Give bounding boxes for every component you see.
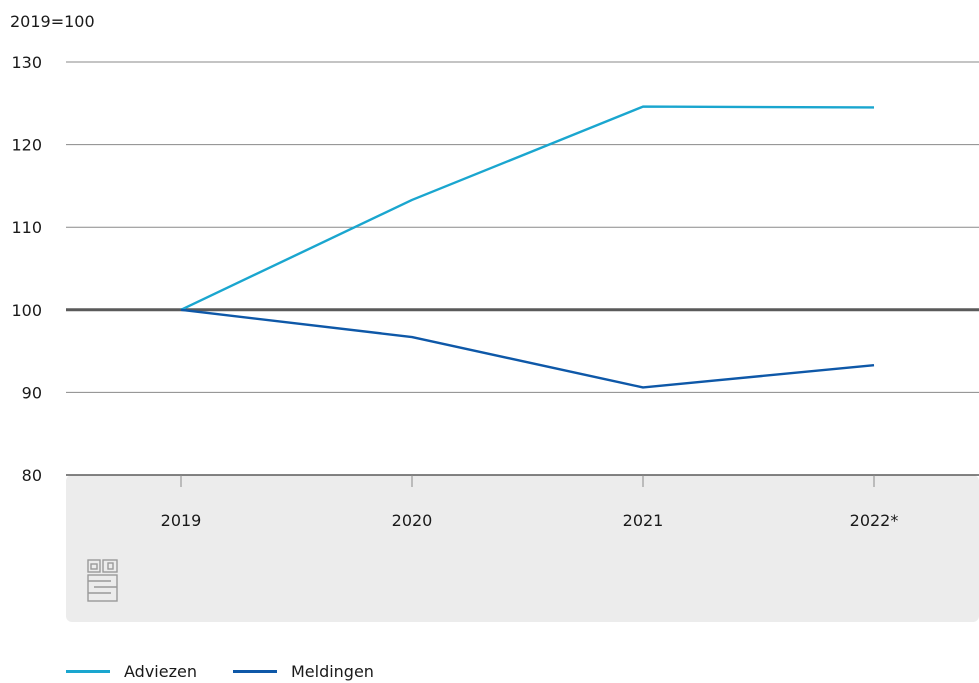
legend-item-adviezen: Adviezen bbox=[66, 662, 197, 681]
x-axis-panel bbox=[66, 475, 979, 622]
x-tick-label: 2019 bbox=[161, 511, 202, 530]
cbs-logo-icon bbox=[87, 559, 118, 602]
legend-swatch-adviezen bbox=[66, 670, 110, 673]
y-tick-label: 90 bbox=[22, 383, 42, 402]
y-tick-label: 100 bbox=[11, 301, 42, 320]
x-tick-label: 2021 bbox=[623, 511, 664, 530]
legend-label-adviezen: Adviezen bbox=[124, 662, 197, 681]
series-line-meldingen bbox=[180, 308, 875, 389]
y-tick-label: 80 bbox=[22, 466, 42, 485]
legend-item-meldingen: Meldingen bbox=[232, 662, 374, 681]
legend-swatch-meldingen bbox=[232, 670, 277, 673]
grid bbox=[66, 61, 979, 476]
y-tick-label: 130 bbox=[11, 53, 42, 72]
x-tick-label: 2022* bbox=[850, 511, 899, 530]
legend: Adviezen Meldingen bbox=[66, 662, 410, 681]
series-lines bbox=[180, 105, 875, 389]
y-unit-label: 2019=100 bbox=[10, 12, 95, 31]
x-tick-label: 2020 bbox=[392, 511, 433, 530]
y-tick-label: 110 bbox=[11, 218, 42, 237]
legend-label-meldingen: Meldingen bbox=[290, 662, 374, 681]
series-line-adviezen bbox=[180, 105, 875, 311]
y-tick-label: 120 bbox=[11, 136, 42, 155]
y-tick-labels: 130 120 110 100 90 80 bbox=[11, 53, 42, 485]
x-tick-labels: 2019 2020 2021 2022* bbox=[161, 475, 899, 530]
